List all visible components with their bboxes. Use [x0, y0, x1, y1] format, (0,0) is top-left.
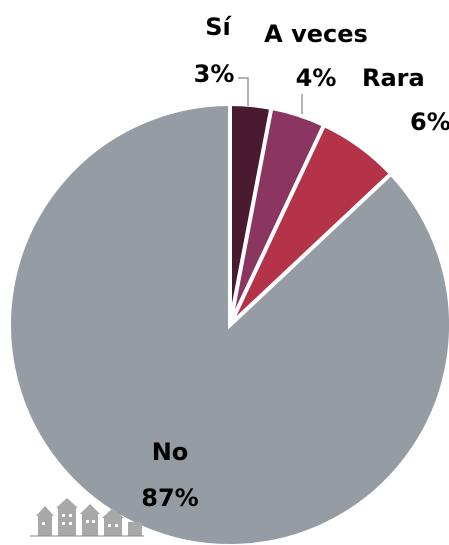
label-category-a-veces: A veces	[264, 20, 368, 48]
pie-slices	[7, 101, 449, 545]
label-value-si: 3%	[194, 60, 235, 88]
label-value-no: 87%	[141, 484, 198, 512]
label-value-a-veces: 4%	[296, 64, 337, 92]
leader-line-si	[238, 77, 249, 106]
pie-slice-no	[7, 101, 449, 545]
town-logo-icon	[30, 498, 144, 537]
label-value-rara: 6%	[410, 108, 449, 136]
label-category-si: Sí	[205, 13, 232, 41]
label-category-no: No	[152, 438, 189, 466]
label-category-rara: Rara	[362, 64, 425, 92]
